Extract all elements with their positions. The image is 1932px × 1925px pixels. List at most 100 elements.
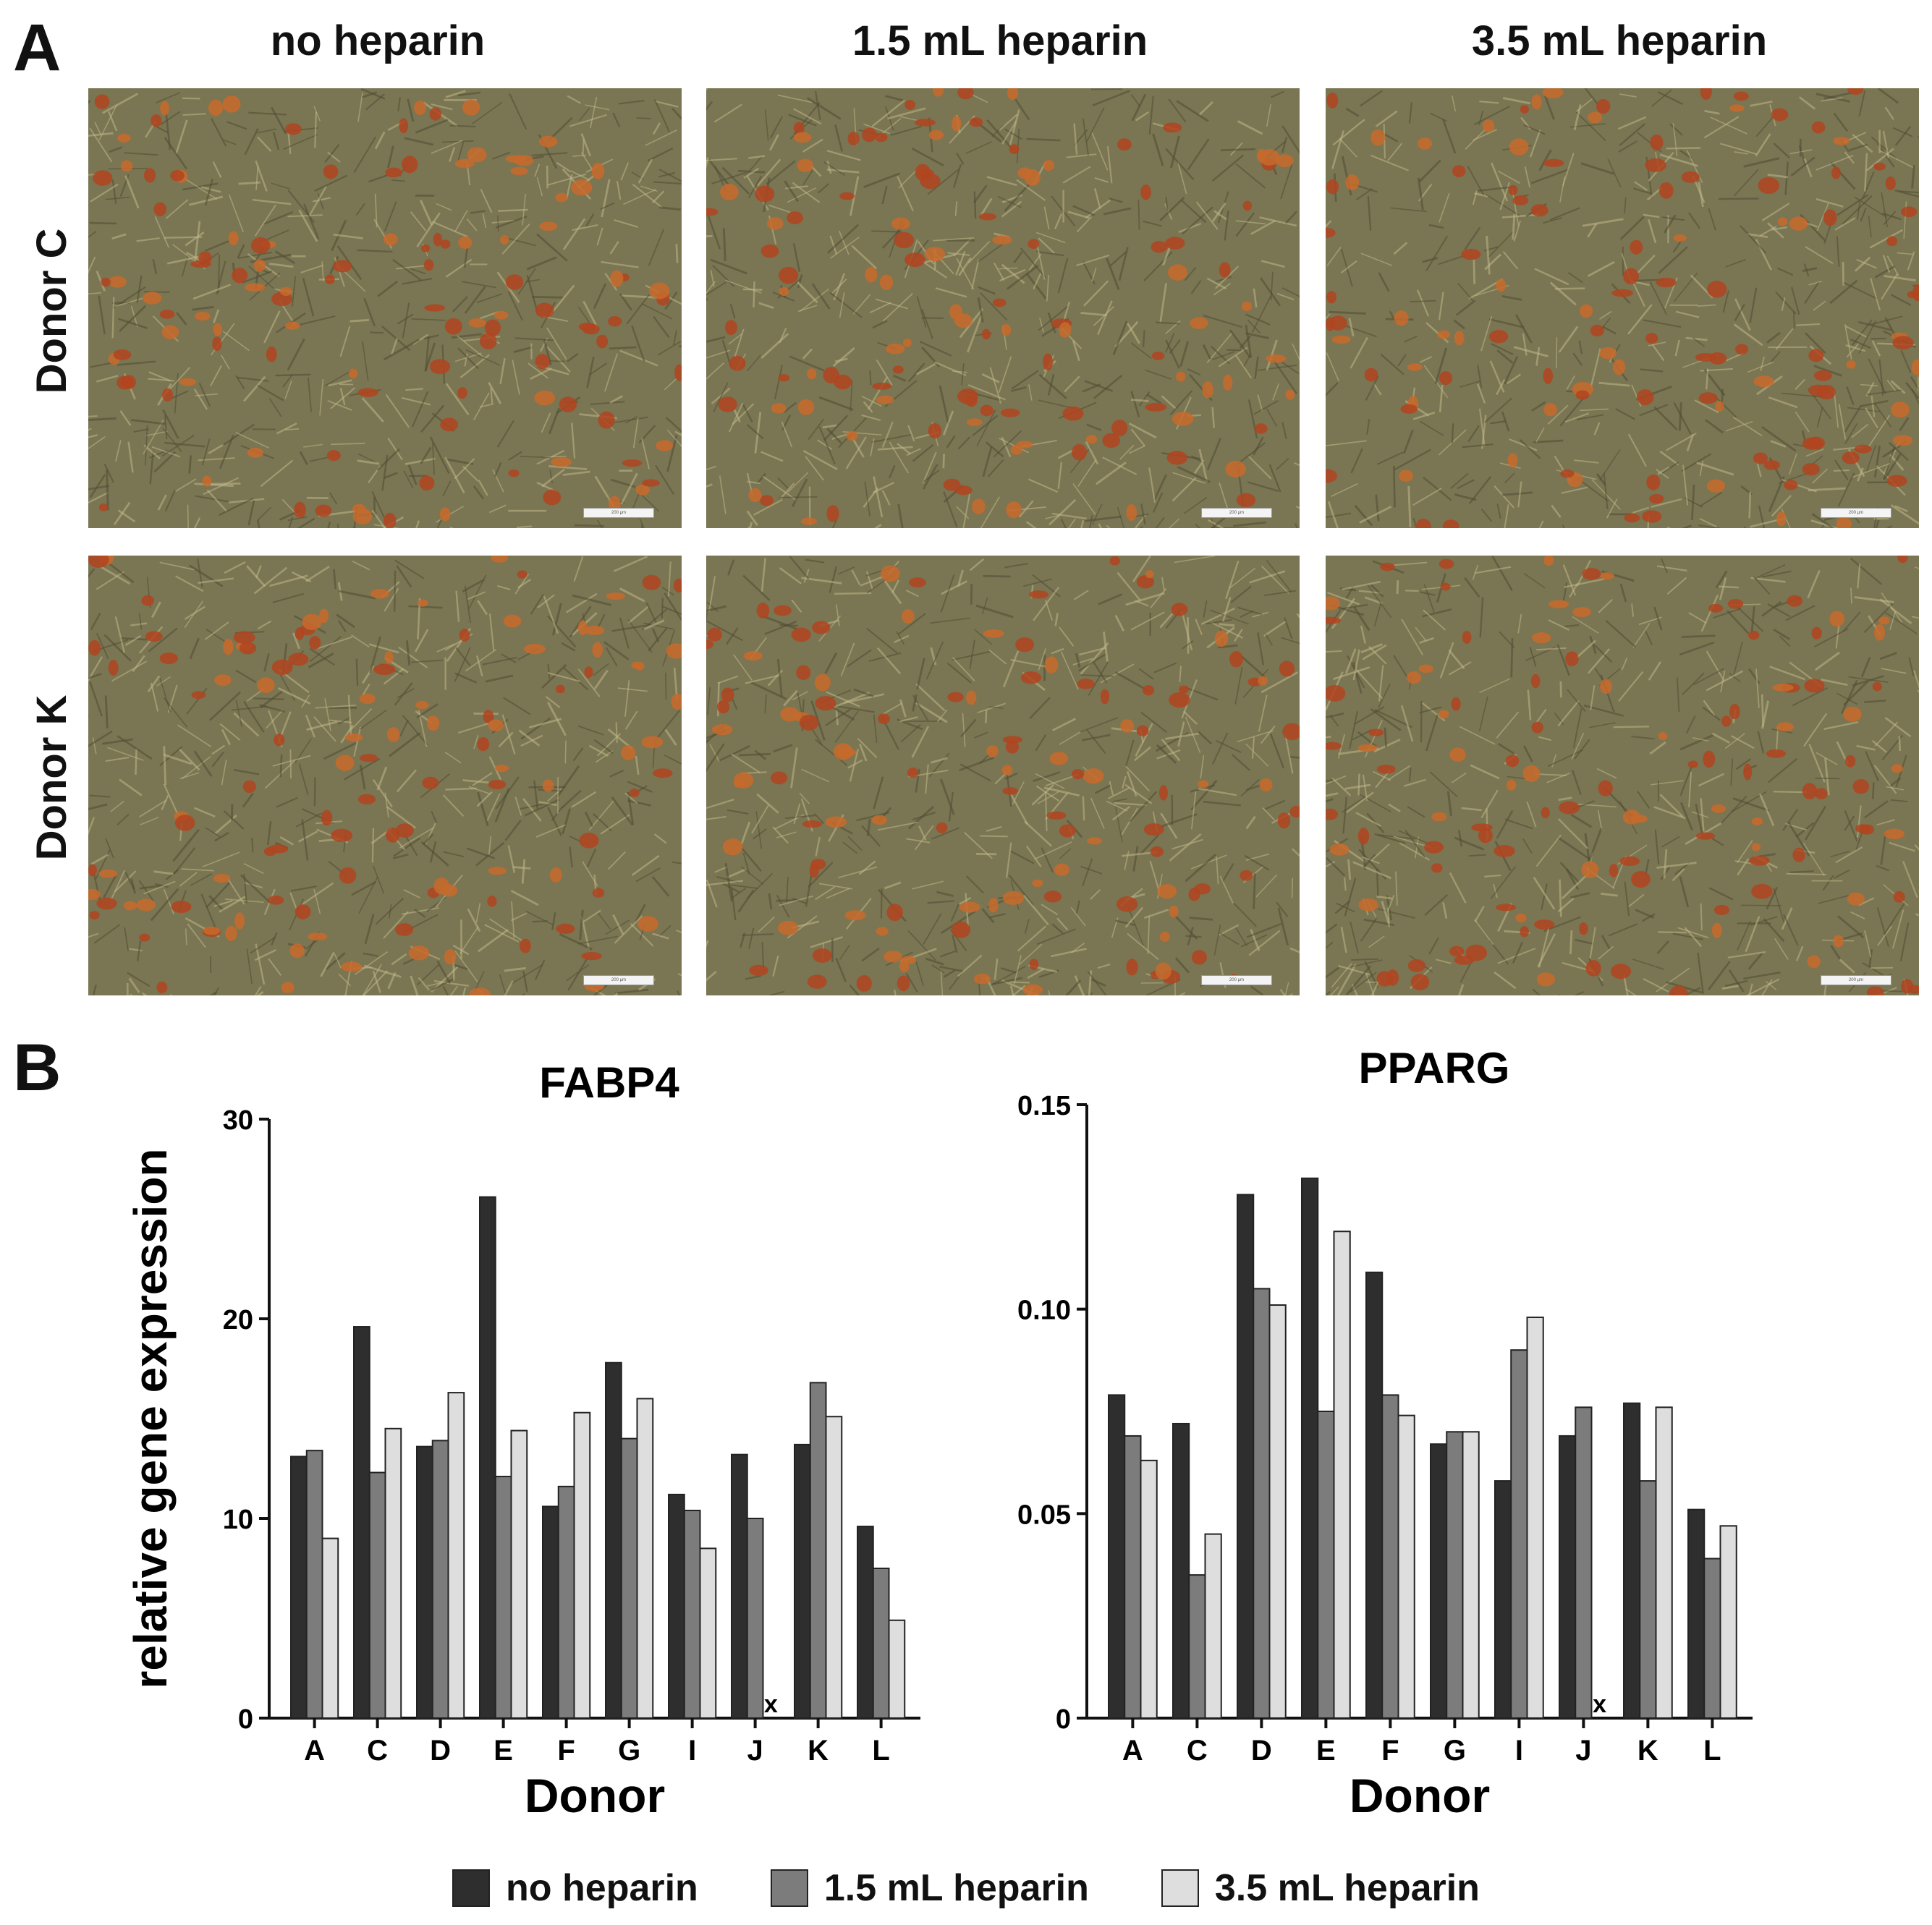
bar — [872, 1568, 890, 1719]
x-tick-label: E — [493, 1735, 513, 1767]
chart-legend: no heparin 1.5 mL heparin 3.5 mL heparin — [0, 1866, 1932, 1910]
bar — [290, 1456, 308, 1719]
scale-bar: 200 µm — [583, 508, 654, 518]
bar — [620, 1437, 638, 1719]
panel-b-label: B — [13, 1031, 62, 1105]
bar — [353, 1326, 370, 1720]
x-tick-label: L — [1703, 1735, 1721, 1767]
bar — [1526, 1316, 1544, 1719]
bar — [1703, 1558, 1721, 1720]
bar — [1301, 1177, 1319, 1719]
x-tick-label: E — [1316, 1735, 1336, 1767]
y-tick-label: 0 — [1056, 1704, 1071, 1735]
bar — [1140, 1459, 1158, 1720]
bar — [1446, 1431, 1464, 1719]
bar — [1108, 1394, 1126, 1719]
bar — [1397, 1414, 1415, 1719]
y-tick-label: 0.05 — [1017, 1500, 1071, 1530]
bar — [1559, 1435, 1577, 1719]
bar — [668, 1493, 685, 1719]
legend-swatch — [452, 1869, 491, 1907]
y-tick-label: 30 — [223, 1105, 253, 1136]
legend-item-no-heparin: no heparin — [452, 1866, 698, 1910]
x-tick-label: J — [1575, 1735, 1591, 1767]
bar — [683, 1509, 701, 1720]
bar — [1124, 1435, 1142, 1719]
legend-item-3-5ml-heparin: 3.5 mL heparin — [1161, 1866, 1480, 1910]
legend-swatch — [1161, 1869, 1199, 1907]
x-tick-label: I — [688, 1735, 696, 1767]
micrograph-donor-k-1-5ml-heparin: 200 µm — [705, 554, 1301, 997]
bar — [636, 1398, 654, 1720]
legend-swatch — [770, 1869, 808, 1907]
bar — [416, 1445, 433, 1719]
bar — [1623, 1402, 1641, 1720]
micrograph-donor-c-1-5ml-heparin: 200 µm — [705, 87, 1301, 530]
chart-fabp4: FABP4 0 10 20 30 relative gene expression A C D E… — [124, 1058, 920, 1822]
y-tick-label: 0 — [238, 1704, 253, 1735]
bar — [1204, 1533, 1222, 1719]
bar — [384, 1427, 402, 1719]
legend-label: 3.5 mL heparin — [1214, 1867, 1480, 1909]
bar — [479, 1196, 496, 1719]
scale-bar: 200 µm — [1201, 508, 1272, 518]
bar — [605, 1361, 622, 1719]
chart-pparg: PPARG 0 0.05 0.10 0.15 A C D E F G IxJ K L Donor — [1017, 1044, 1753, 1822]
column-header-1-5ml-heparin: 1.5 mL heparin — [852, 17, 1148, 64]
column-header-3-5ml-heparin: 3.5 mL heparin — [1471, 17, 1768, 64]
bar — [1575, 1406, 1593, 1719]
x-tick-label: C — [1187, 1735, 1208, 1767]
bar — [857, 1526, 874, 1719]
bar — [1430, 1443, 1448, 1720]
micrograph-donor-c-no-heparin: 200 µm — [87, 87, 683, 530]
micrograph-donor-c-3-5ml-heparin: 200 µm — [1324, 87, 1920, 530]
x-tick-label: F — [557, 1735, 575, 1767]
x-tick-label: K — [1637, 1735, 1658, 1767]
y-tick-label: 10 — [223, 1505, 253, 1535]
legend-label: 1.5 mL heparin — [823, 1867, 1089, 1909]
bar — [1253, 1288, 1271, 1719]
chart-title: PPARG — [1359, 1044, 1510, 1092]
bar — [557, 1485, 575, 1720]
panel-a-label: A — [13, 11, 62, 85]
bar — [1317, 1411, 1335, 1719]
column-header-no-heparin: no heparin — [270, 17, 486, 64]
x-tick-label: A — [304, 1735, 325, 1767]
x-tick-label: F — [1381, 1735, 1399, 1767]
y-tick-label: 0.10 — [1017, 1296, 1071, 1326]
x-tick-label: G — [618, 1735, 640, 1767]
bar — [1365, 1271, 1384, 1719]
x-axis-label: Donor — [525, 1769, 665, 1822]
micrograph-donor-k-3-5ml-heparin: 200 µm — [1324, 554, 1920, 997]
scale-bar: 200 µm — [1201, 975, 1272, 985]
micrograph-donor-k-no-heparin: 200 µm — [87, 554, 683, 997]
y-tick-label: 0.15 — [1017, 1091, 1071, 1121]
x-tick-label: A — [1122, 1735, 1143, 1767]
bar — [888, 1619, 906, 1720]
y-axis-label: relative gene expression — [124, 1148, 177, 1688]
y-tick-label: 20 — [223, 1305, 253, 1335]
bar — [431, 1440, 449, 1719]
bar — [746, 1518, 764, 1719]
bar — [368, 1471, 386, 1720]
scale-bar: 200 µm — [1821, 508, 1891, 518]
x-tick-label: D — [1251, 1735, 1272, 1767]
missing-marker: x — [1593, 1691, 1606, 1718]
scale-bar: 200 µm — [1821, 975, 1891, 985]
x-tick-label: J — [747, 1735, 763, 1767]
bar — [1381, 1394, 1399, 1719]
bar — [809, 1382, 827, 1719]
x-tick-label: I — [1515, 1735, 1523, 1767]
bar — [794, 1443, 811, 1719]
legend-label: no heparin — [506, 1867, 698, 1909]
bar — [1188, 1574, 1206, 1720]
bar — [542, 1505, 559, 1719]
bar — [1655, 1406, 1673, 1719]
x-axis-label: Donor — [1350, 1769, 1490, 1822]
bar — [731, 1453, 748, 1719]
bar — [699, 1547, 717, 1720]
missing-marker: x — [764, 1691, 778, 1718]
bar — [1237, 1194, 1255, 1719]
bar — [1333, 1231, 1351, 1719]
bar — [825, 1416, 843, 1719]
